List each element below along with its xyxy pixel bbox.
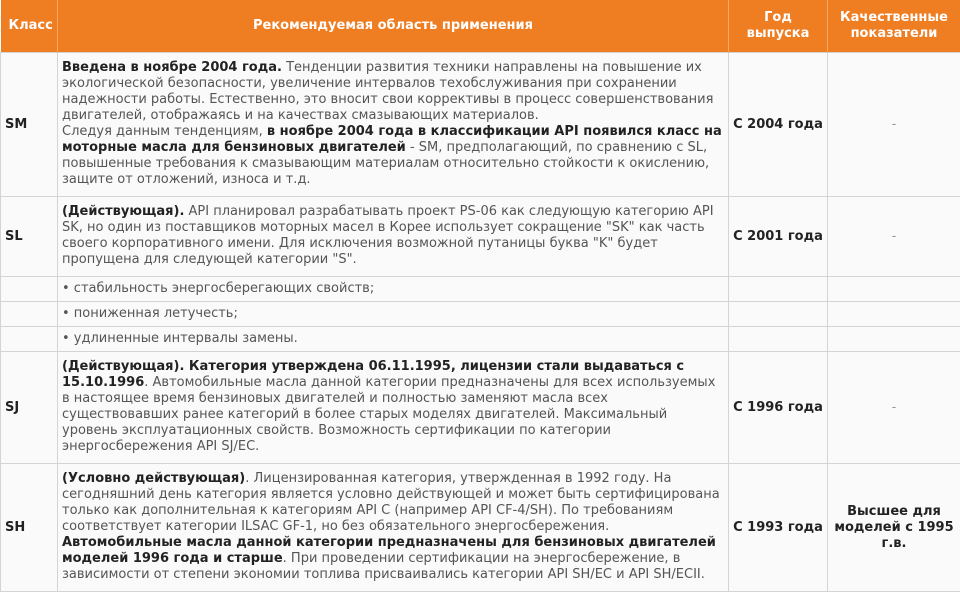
quality-cell: - (828, 53, 960, 197)
header-cell: Год выпуска (729, 0, 828, 53)
description-cell: • удлиненные интервалы замены. (58, 327, 729, 352)
year-text: С 2001 года (733, 229, 823, 244)
year-text: С 1996 года (733, 400, 823, 415)
table-row: SM Введена в ноябре 2004 года. Тенденции … (1, 53, 960, 197)
class-code: SH (5, 520, 25, 535)
class-cell (1, 302, 58, 327)
table-body: SM Введена в ноябре 2004 года. Тенденции … (1, 53, 960, 592)
paragraph: • пониженная летучесть; (62, 306, 724, 322)
header-cell: Класс (1, 0, 58, 53)
quality-cell (828, 327, 960, 352)
paragraph: (Действующая). Категория утверждена 06.1… (62, 359, 724, 455)
table-row: SJ (Действующая). Категория утверждена 06… (1, 352, 960, 464)
bold-text: (Действующая). (62, 204, 184, 219)
quality-cell (828, 302, 960, 327)
year-cell (729, 302, 828, 327)
quality-text: Высшее для моделей с 1995 г.в. (834, 504, 953, 551)
paragraph: (Действующая). API планировал разрабатыв… (62, 204, 724, 268)
table-row: SH (Условно действующая). Лицензированная… (1, 464, 960, 592)
class-cell (1, 327, 58, 352)
class-cell: SL (1, 197, 58, 277)
description-cell: Введена в ноябре 2004 года. Тенденции ра… (58, 53, 729, 197)
class-cell: SM (1, 53, 58, 197)
class-cell (1, 277, 58, 302)
text-run: . Автомобильные масла данной категории п… (62, 375, 715, 454)
quality-cell: - (828, 352, 960, 464)
year-cell: С 2004 года (729, 53, 828, 197)
quality-text: - (892, 229, 897, 244)
paragraph: • стабильность энергосберегающих свойств… (62, 281, 724, 297)
description-cell: (Условно действующая). Лицензированная к… (58, 464, 729, 592)
year-cell (729, 327, 828, 352)
quality-text: - (892, 400, 897, 415)
class-code: SL (5, 229, 23, 244)
paragraph: Введена в ноябре 2004 года. Тенденции ра… (62, 60, 724, 124)
year-cell (729, 277, 828, 302)
class-code: SJ (5, 400, 19, 415)
table-row: • стабильность энергосберегающих свойств… (1, 277, 960, 302)
year-cell: С 2001 года (729, 197, 828, 277)
year-cell: С 1993 года (729, 464, 828, 592)
class-cell: SJ (1, 352, 58, 464)
description-cell: (Действующая). Категория утверждена 06.1… (58, 352, 729, 464)
paragraph: Следуя данным тенденциям, в ноябре 2004 … (62, 124, 724, 188)
year-text: С 1993 года (733, 520, 823, 535)
bold-text: Введена в ноябре 2004 года. (62, 60, 282, 75)
quality-cell: Высшее для моделей с 1995 г.в. (828, 464, 960, 592)
quality-cell: - (828, 197, 960, 277)
year-cell: С 1996 года (729, 352, 828, 464)
text-run: • стабильность энергосберегающих свойств… (62, 281, 374, 296)
class-code: SM (5, 117, 27, 132)
year-text: С 2004 года (733, 117, 823, 132)
table-row: • удлиненные интервалы замены. (1, 327, 960, 352)
quality-cell (828, 277, 960, 302)
header-cell: Рекомендуемая область применения (58, 0, 729, 53)
paragraph: (Условно действующая). Лицензированная к… (62, 471, 724, 583)
bold-text: (Условно действующая) (62, 471, 245, 486)
table-row: SL (Действующая). API планировал разрабат… (1, 197, 960, 277)
text-run: • пониженная летучесть; (62, 306, 238, 321)
description-cell: (Действующая). API планировал разрабатыв… (58, 197, 729, 277)
description-cell: • пониженная летучесть; (58, 302, 729, 327)
header-cell: Качественные показатели (828, 0, 960, 53)
table-row: • пониженная летучесть; (1, 302, 960, 327)
description-cell: • стабильность энергосберегающих свойств… (58, 277, 729, 302)
paragraph: • удлиненные интервалы замены. (62, 331, 724, 347)
text-run: Следуя данным тенденциям, (62, 124, 267, 139)
text-run: • удлиненные интервалы замены. (62, 331, 298, 346)
class-cell: SH (1, 464, 58, 592)
quality-text: - (892, 117, 897, 132)
